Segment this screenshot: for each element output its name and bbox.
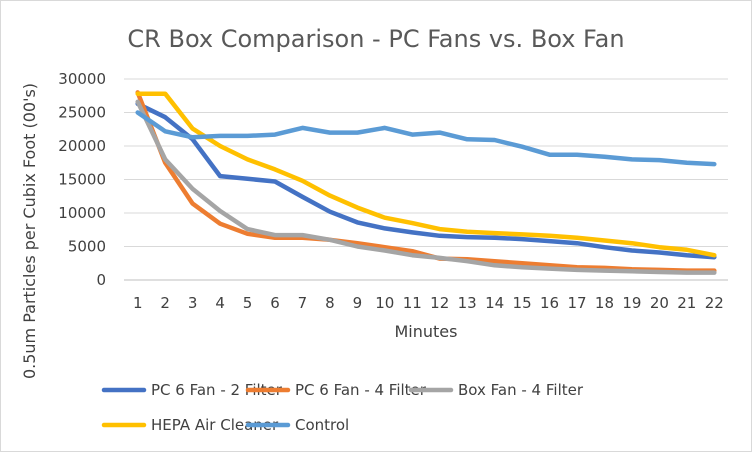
x-tick-label: 11	[403, 294, 422, 312]
x-tick-label: 14	[485, 294, 504, 312]
y-tick-label: 30000	[58, 70, 106, 88]
legend-label-pc-6-fan-2-filter: PC 6 Fan - 2 Filter	[151, 381, 283, 399]
y-axis-ticks: 0 5000 10000 15000 20000 25000 30000	[58, 70, 106, 289]
x-tick-label: 6	[270, 294, 280, 312]
x-tick-label: 5	[243, 294, 253, 312]
x-tick-label: 17	[567, 294, 586, 312]
series-line-control	[135, 110, 717, 167]
y-axis-title: 0.5um Particles per Cubix Foot (00's)	[20, 83, 39, 379]
x-tick-label: 19	[622, 294, 641, 312]
x-tick-label: 8	[325, 294, 335, 312]
legend: PC 6 Fan - 2 Filter PC 6 Fan - 4 Filter Bo…	[101, 381, 584, 434]
y-tick-label: 0	[96, 271, 106, 289]
series-line-box-fan-4-filter	[135, 99, 717, 275]
y-tick-label: 15000	[58, 171, 106, 189]
x-tick-label: 12	[430, 294, 449, 312]
legend-label-box-fan-4-filter: Box Fan - 4 Filter	[458, 381, 584, 399]
series-line-pc-6-fan-2-filter	[135, 101, 717, 260]
x-tick-label: 13	[458, 294, 477, 312]
x-tick-label: 7	[298, 294, 308, 312]
chart-title: CR Box Comparison - PC Fans vs. Box Fan	[127, 25, 624, 53]
y-tick-label: 10000	[58, 204, 106, 222]
x-tick-label: 10	[375, 294, 394, 312]
x-tick-label: 21	[677, 294, 696, 312]
x-axis-title: Minutes	[395, 322, 458, 341]
y-tick-label: 25000	[58, 104, 106, 122]
y-tick-label: 20000	[58, 137, 106, 155]
x-tick-label: 20	[650, 294, 669, 312]
x-tick-label: 22	[705, 294, 724, 312]
x-axis-ticks: 1 2 3 4 5 6 7 8 9 10 11 12 13 14 15 16 17 18 19 20 21 22	[133, 294, 724, 312]
x-tick-label: 16	[540, 294, 559, 312]
x-tick-label: 4	[215, 294, 225, 312]
x-tick-label: 9	[353, 294, 363, 312]
x-tick-label: 15	[513, 294, 532, 312]
legend-label-pc-6-fan-4-filter: PC 6 Fan - 4 Filter	[295, 381, 427, 399]
legend-label-hepa-air-cleaner: HEPA Air Cleaner	[151, 416, 279, 434]
series-lines	[135, 90, 717, 275]
y-tick-label: 5000	[68, 238, 106, 256]
legend-label-control: Control	[295, 416, 349, 434]
x-tick-label: 2	[160, 294, 170, 312]
x-tick-label: 1	[133, 294, 143, 312]
series-line-hepa-air-cleaner	[135, 91, 717, 258]
x-tick-label: 18	[595, 294, 614, 312]
x-tick-label: 3	[188, 294, 198, 312]
